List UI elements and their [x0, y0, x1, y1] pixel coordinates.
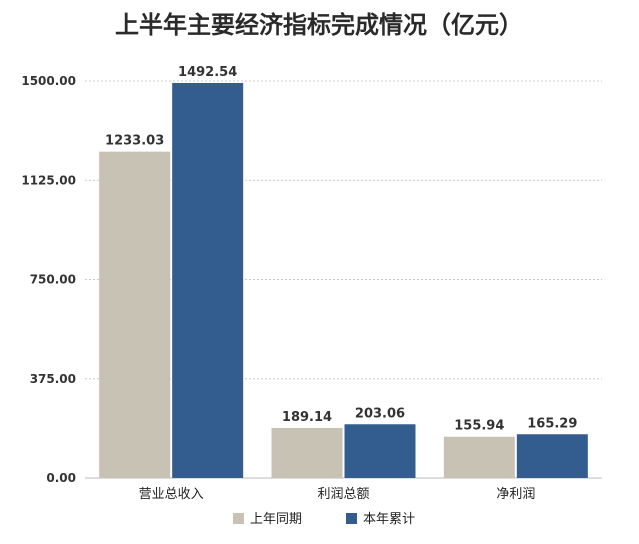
- y-tick-label: 375.00: [30, 372, 76, 386]
- y-tick-label: 1500.00: [21, 74, 76, 88]
- legend: 上年同期 本年累计: [233, 512, 415, 527]
- y-tick-label: 750.00: [30, 273, 76, 287]
- bar: [271, 427, 343, 478]
- data-label: 165.29: [527, 416, 577, 431]
- chart-title: 上半年主要经济指标完成情况（亿元）: [115, 11, 523, 39]
- data-label: 189.14: [282, 410, 332, 425]
- data-label: 1492.54: [178, 65, 237, 80]
- x-category-label: 净利润: [496, 487, 535, 502]
- data-label: 203.06: [355, 406, 405, 421]
- bar: [344, 424, 416, 478]
- legend-swatch: [233, 513, 244, 524]
- bar: [99, 151, 171, 478]
- legend-swatch: [346, 513, 357, 524]
- x-category-label: 利润总额: [317, 487, 369, 502]
- x-axis-categories: 营业总收入 利润总额 净利润: [139, 487, 536, 502]
- legend-label: 本年累计: [363, 512, 415, 527]
- data-labels: 1233.03 1492.54 189.14 203.06 155.94 165.29: [105, 65, 577, 434]
- x-category-label: 营业总收入: [139, 487, 204, 502]
- y-tick-label: 0.00: [46, 471, 76, 485]
- grid-layer: [85, 80, 602, 479]
- y-axis-ticks: 0.00 375.00 750.00 1125.00 1500.00: [21, 74, 76, 485]
- y-tick-label: 1125.00: [21, 173, 76, 187]
- data-label: 155.94: [454, 419, 504, 434]
- bar: [172, 82, 244, 478]
- data-label: 1233.03: [105, 134, 164, 149]
- bar: [443, 436, 515, 478]
- bar: [516, 434, 588, 478]
- legend-label: 上年同期: [250, 512, 302, 527]
- bars: [99, 82, 588, 478]
